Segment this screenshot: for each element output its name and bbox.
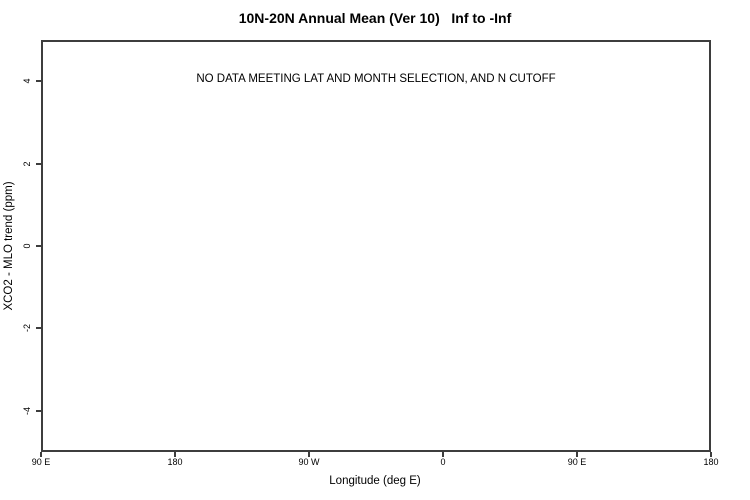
chart-title: 10N-20N Annual Mean (Ver 10) Inf to -Inf [238,10,512,26]
y-axis-label: XCO2 - MLO trend (ppm) [3,181,15,311]
x-tick-mark [442,452,444,457]
y-tick-label: -2 [22,324,32,333]
x-tick-label: 180 [167,457,183,467]
y-tick-mark [36,80,41,83]
x-tick-mark [174,452,176,457]
x-tick-mark [710,452,712,457]
no-data-message: NO DATA MEETING LAT AND MONTH SELECTION,… [196,73,556,85]
y-tick-mark [36,245,41,247]
x-tick-label: 90 W [298,457,320,467]
y-tick-label: -4 [22,406,32,415]
x-tick-label: 90 E [31,457,51,467]
plot-area [41,40,711,452]
y-tick-mark [36,409,41,412]
y-tick-mark [36,162,41,165]
y-tick-mark [36,327,41,330]
x-tick-label: 0 [440,457,446,467]
y-tick-label: 0 [22,243,32,249]
x-tick-label: 180 [703,457,719,467]
x-tick-mark [308,452,310,457]
x-tick-label: 90 E [567,457,587,467]
y-tick-label: 4 [22,78,32,84]
y-tick-label: 2 [22,161,32,167]
x-tick-mark [40,452,42,457]
x-tick-mark [576,452,578,457]
x-axis-label: Longitude (deg E) [329,475,421,487]
